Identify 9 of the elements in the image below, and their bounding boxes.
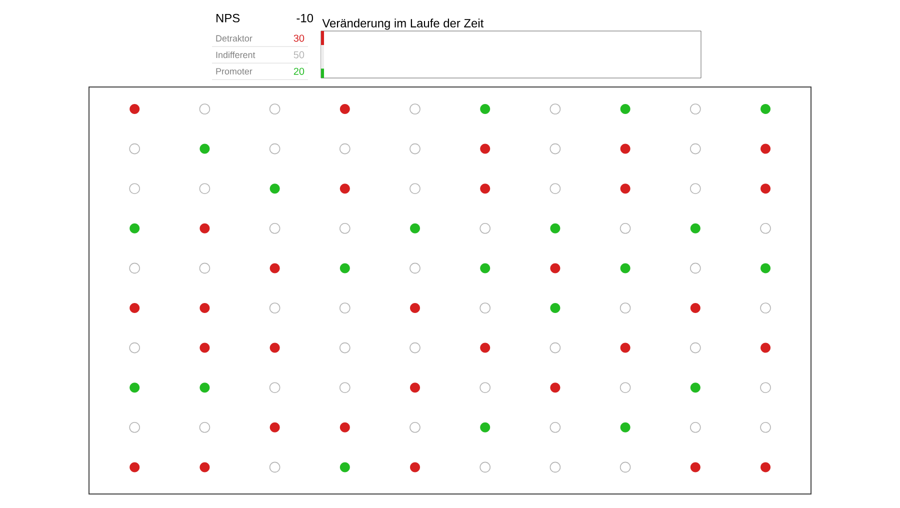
text: -10 <box>296 14 314 22</box>
text: Veränderung im Laufe der Zeit <box>322 18 484 30</box>
text: NPS <box>216 14 240 22</box>
data-label: 20 <box>294 68 304 75</box>
data-label: 30 <box>294 34 304 42</box>
data-label: 50 <box>294 51 304 58</box>
category-label: Detraktor <box>216 34 252 42</box>
category-label: Promoter <box>216 68 252 74</box>
category-label: Indifferent <box>216 52 256 58</box>
